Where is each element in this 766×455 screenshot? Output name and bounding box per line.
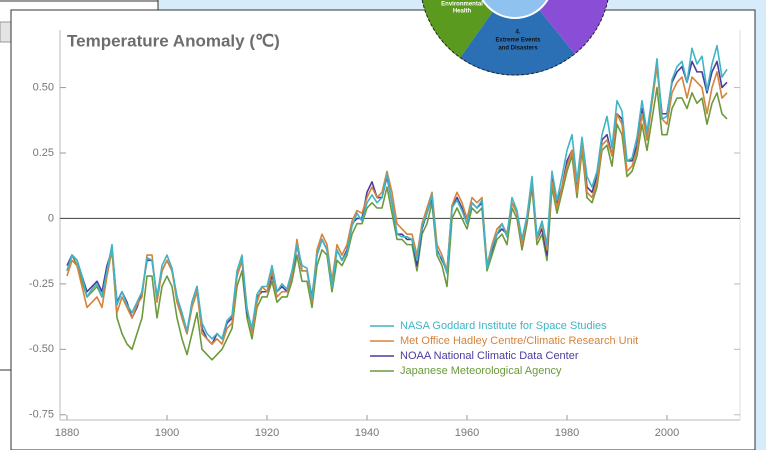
legend-label: Japanese Meteorological Agency [400, 365, 562, 377]
diagram-segment [460, 0, 575, 76]
diagram-label: 4. [515, 30, 520, 36]
chart-panel [10, 9, 756, 451]
y-tick-label: -0.25 [29, 278, 54, 290]
series-line [66, 86, 728, 361]
y-tick-label: -0.75 [29, 409, 54, 421]
y-tick-label: 0.50 [33, 81, 54, 93]
x-tick-label: 1940 [355, 427, 379, 439]
diagram-label: and Disasters [498, 46, 538, 52]
diagram-segment [422, 0, 501, 58]
diagram-center [481, 0, 549, 19]
x-tick-label: 1980 [555, 427, 579, 439]
x-tick-label: 1960 [455, 427, 479, 439]
series-line [66, 44, 728, 340]
chart-title: Temperature Anomaly (℃) [67, 31, 280, 50]
x-tick-label: 2000 [655, 427, 679, 439]
x-tick-label: 1920 [255, 427, 279, 439]
diagram-label: Extreme Events [495, 38, 541, 44]
y-tick-label: 0 [48, 212, 54, 224]
y-tick-label: 0.25 [33, 147, 54, 159]
diagram-label: Environmental [441, 2, 483, 8]
legend-label: NASA Goddard Institute for Space Studies [400, 320, 607, 332]
diagram-segment [531, 0, 608, 54]
slide-background [755, 0, 766, 450]
y-tick-label: -0.50 [29, 343, 54, 355]
diagram: Environmental Health 4. Extreme Events a… [421, 0, 609, 76]
series-line [66, 65, 728, 345]
legend-label: Met Office Hadley Centre/Climatic Resear… [400, 335, 638, 347]
diagram-label: Health [453, 9, 472, 15]
plot: -0.75 -0.50 -0.25 0 0.25 0.50 1880 1900 1920 1940… [29, 30, 741, 439]
legend-label: NOAA National Climatic Data Center [400, 350, 579, 362]
x-tick-label: 1880 [55, 427, 79, 439]
x-tick-label: 1900 [155, 427, 179, 439]
